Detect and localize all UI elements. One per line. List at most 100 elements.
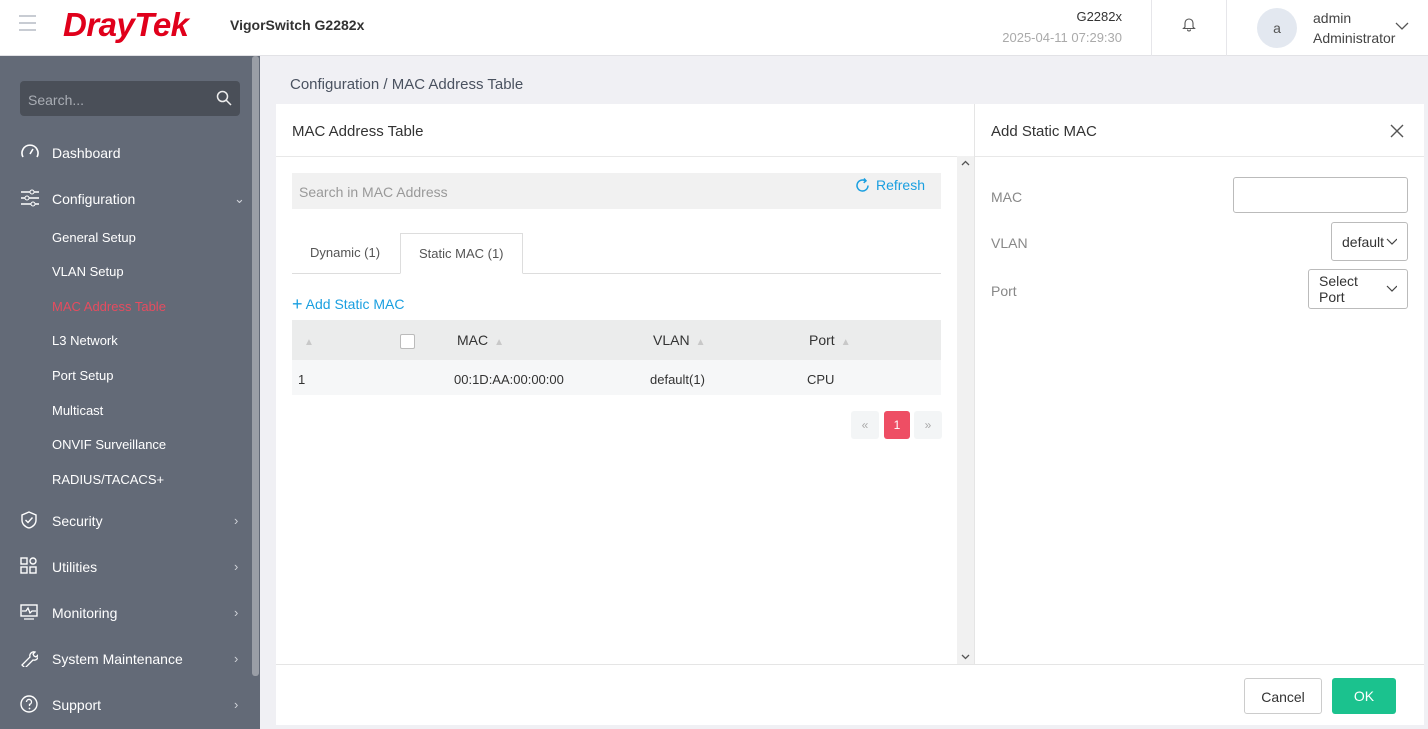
port-select[interactable]: Select Port — [1308, 269, 1408, 309]
column-label: MAC — [457, 332, 489, 348]
breadcrumb: Configuration / MAC Address Table — [290, 76, 523, 93]
user-info[interactable]: admin Administrator — [1313, 8, 1395, 48]
wrench-icon — [20, 649, 39, 670]
gauge-icon — [20, 143, 40, 164]
column-header-vlan[interactable]: VLAN ▲ — [653, 332, 705, 348]
add-label: Add Static MAC — [305, 296, 405, 312]
divider — [975, 156, 1424, 157]
add-static-mac-button[interactable]: + Add Static MAC — [292, 294, 404, 315]
refresh-button[interactable]: Refresh — [855, 177, 925, 193]
vlan-label: VLAN — [991, 235, 1028, 251]
sidebar-sub-multicast[interactable]: Multicast — [52, 403, 104, 418]
breadcrumb-current: MAC Address Table — [391, 76, 524, 93]
model-name: VigorSwitch G2282x — [230, 17, 365, 33]
top-header: DrayTek VigorSwitch G2282x G2282x 2025-0… — [0, 0, 1428, 56]
sidebar-item-label: Monitoring — [52, 605, 118, 621]
sidebar-item-label: Support — [52, 697, 102, 713]
tab-dynamic[interactable]: Dynamic (1) — [310, 245, 381, 260]
column-header-port[interactable]: Port ▲ — [809, 332, 851, 348]
main-panel: MAC Address Table Search in MAC Address … — [276, 104, 1424, 725]
pagination-prev[interactable]: « — [851, 411, 879, 439]
port-value: Select Port — [1319, 273, 1358, 305]
port-label: Port — [991, 283, 1017, 299]
pagination-page-1[interactable]: 1 — [884, 411, 910, 439]
sort-icon: ▲ — [695, 337, 706, 348]
chevron-up-icon[interactable] — [961, 160, 970, 166]
divider — [1226, 0, 1227, 56]
form-title: Add Static MAC — [991, 123, 1097, 140]
chevron-right-icon: › — [234, 605, 239, 620]
table-row[interactable]: 1 00:1D:AA:00:00:00 default(1) CPU — [292, 360, 941, 395]
chevron-down-icon — [1386, 238, 1397, 245]
grid-icon — [20, 557, 38, 578]
tab-static-mac[interactable]: Static MAC (1) — [400, 233, 523, 274]
draytek-logo: DrayTek — [63, 6, 189, 43]
row-vlan: default(1) — [650, 372, 705, 387]
sliders-icon — [20, 189, 40, 210]
sidebar-sub-radius[interactable]: RADIUS/TACACS+ — [52, 472, 165, 487]
sidebar-sub-general-setup[interactable]: General Setup — [52, 230, 136, 245]
page-title: MAC Address Table — [292, 123, 424, 140]
search-icon[interactable] — [216, 90, 232, 106]
sidebar-search-input[interactable]: Search... — [20, 81, 240, 116]
sidebar-sub-l3-network[interactable]: L3 Network — [52, 333, 118, 348]
plus-icon: + — [292, 294, 303, 314]
cancel-button[interactable]: Cancel — [1244, 678, 1322, 714]
column-label: Port — [809, 332, 835, 348]
sidebar-item-label: System Maintenance — [52, 651, 183, 667]
mac-label: MAC — [991, 189, 1023, 205]
chevron-right-icon: › — [234, 559, 239, 574]
sidebar-sub-port-setup[interactable]: Port Setup — [52, 368, 114, 383]
breadcrumb-parent[interactable]: Configuration — [290, 76, 380, 93]
row-port: CPU — [807, 372, 835, 387]
help-icon — [20, 695, 38, 716]
vlan-value: default — [1342, 233, 1385, 250]
sort-icon: ▲ — [494, 337, 505, 348]
menu-icon[interactable] — [19, 15, 36, 36]
divider — [1151, 0, 1152, 56]
chevron-down-icon[interactable] — [961, 654, 970, 660]
device-time: 2025-04-11 07:29:30 — [1002, 30, 1122, 45]
chevron-down-icon: ⌄ — [234, 191, 245, 206]
chevron-down-icon[interactable] — [1395, 18, 1409, 34]
vlan-select[interactable]: default — [1331, 222, 1408, 261]
column-header-mac[interactable]: MAC ▲ — [457, 332, 504, 348]
sidebar-item-label: Security — [52, 513, 103, 529]
divider — [276, 156, 974, 157]
sidebar-sub-vlan-setup[interactable]: VLAN Setup — [52, 264, 124, 279]
mac-search-input[interactable]: Search in MAC Address Refresh — [292, 173, 941, 209]
mac-input[interactable] — [1233, 177, 1408, 213]
breadcrumb-separator: / — [383, 76, 388, 93]
chevron-down-icon — [1386, 285, 1397, 292]
chevron-right-icon: › — [234, 697, 239, 712]
select-all-checkbox[interactable] — [400, 334, 415, 349]
row-mac: 00:1D:AA:00:00:00 — [454, 372, 564, 387]
user-role: Administrator — [1313, 30, 1396, 46]
footer: Cancel OK — [276, 664, 1424, 725]
scrollbar[interactable] — [957, 156, 974, 664]
sidebar-sub-onvif[interactable]: ONVIF Surveillance — [52, 437, 167, 452]
sidebar-item-label: Dashboard — [52, 145, 121, 161]
device-name: G2282x — [1076, 9, 1122, 24]
sidebar-sub-mac-address-table[interactable]: MAC Address Table — [52, 299, 166, 314]
close-icon[interactable] — [1390, 124, 1404, 141]
shield-icon — [20, 511, 38, 532]
sidebar-item-label: Utilities — [52, 559, 98, 575]
search-placeholder: Search... — [28, 92, 85, 108]
chevron-right-icon: › — [234, 651, 239, 666]
username: admin — [1313, 10, 1352, 26]
sort-icon: ▲ — [840, 337, 851, 348]
monitor-icon — [20, 603, 38, 624]
column-label: VLAN — [653, 332, 690, 348]
chevron-right-icon: › — [234, 513, 239, 528]
ok-button[interactable]: OK — [1332, 678, 1396, 714]
device-info: G2282x 2025-04-11 07:29:30 — [1002, 6, 1122, 48]
refresh-icon — [856, 177, 869, 192]
bell-icon[interactable] — [1182, 16, 1196, 35]
pagination-next[interactable]: » — [914, 411, 942, 439]
search-placeholder: Search in MAC Address — [299, 184, 448, 200]
sort-icon[interactable]: ▲︎ — [304, 337, 314, 348]
divider — [974, 104, 975, 664]
sidebar-scrollbar[interactable] — [252, 56, 259, 676]
avatar[interactable]: a — [1257, 8, 1297, 48]
